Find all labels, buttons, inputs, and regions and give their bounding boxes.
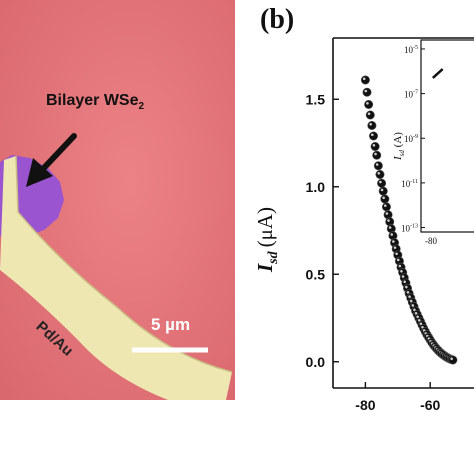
y-label-unit: (μA): [253, 207, 277, 247]
data-point-highlight: [367, 112, 371, 116]
data-point-highlight: [414, 312, 418, 315]
y-tick-label: 1.5: [306, 91, 326, 107]
data-point: [370, 142, 380, 152]
data-point-highlight: [409, 299, 413, 303]
transfer-curve-chart: Isd(μA) 0.00.51.01.5-80 -60 10-510-710-91…: [253, 37, 474, 413]
data-point-highlight: [369, 123, 372, 126]
scale-bar-label: 5 µm: [151, 315, 191, 334]
data-point-highlight: [374, 152, 377, 156]
inset-y-tick-label: 10-13: [401, 224, 418, 234]
data-point: [372, 150, 382, 160]
data-point-highlight: [390, 233, 394, 236]
inset-y-tick-label: 10-11: [401, 179, 418, 189]
data-point-highlight: [364, 89, 368, 93]
data-point-highlight: [366, 102, 369, 105]
y-axis-label: Isd (μA): [253, 207, 281, 273]
data-point-highlight: [383, 204, 387, 207]
inset-y-tick-label: 10-5: [404, 45, 418, 55]
optical-micrograph: [0, 0, 235, 400]
data-point-highlight: [401, 275, 405, 278]
y-tick-label: 1.0: [306, 179, 326, 195]
contact-edge-shadow: [15, 155, 233, 373]
data-point-highlight: [450, 357, 453, 361]
data-point: [369, 131, 379, 141]
data-point-highlight: [393, 246, 397, 249]
data-point: [373, 161, 383, 171]
data-point: [367, 121, 377, 131]
data-point-highlight: [395, 252, 398, 256]
y-tick-label: 0.5: [306, 266, 326, 282]
data-series: [360, 75, 458, 365]
inset-curve: [431, 68, 444, 79]
data-point: [360, 75, 370, 85]
y-label-main: I: [253, 263, 277, 273]
inset-frame: [420, 39, 474, 233]
y-label-sub: sd: [266, 250, 281, 264]
data-point-highlight: [388, 226, 392, 229]
data-point-highlight: [387, 219, 390, 222]
data-point: [364, 100, 374, 110]
inset-y-tick-label: 10-9: [404, 134, 418, 144]
data-point-highlight: [379, 180, 382, 184]
data-point: [381, 202, 391, 212]
data-point-highlight: [419, 322, 423, 326]
data-point-highlight: [362, 77, 366, 81]
x-tick-label: -80: [355, 397, 375, 413]
panel-label-b: (b): [260, 4, 295, 35]
x-tick-label: -60: [420, 397, 440, 413]
data-point-highlight: [413, 308, 416, 312]
data-point-highlight: [371, 133, 374, 137]
data-point: [380, 194, 390, 204]
sample-label: Bilayer WSe2: [46, 92, 145, 113]
data-point: [378, 186, 388, 196]
y-tick-label: 0.0: [306, 354, 326, 370]
inset-x-tick-label: -80: [425, 236, 437, 246]
data-point-highlight: [396, 258, 400, 262]
inset-plot: 10-5 10-7 10-9 10-11 10-13 Isd (A) -80: [392, 39, 474, 246]
data-point-highlight: [398, 264, 402, 268]
data-point-highlight: [406, 291, 410, 294]
data-point: [377, 178, 387, 188]
data-point-highlight: [416, 315, 419, 319]
data-point-highlight: [382, 196, 385, 200]
data-point-highlight: [411, 304, 415, 307]
data-point: [375, 170, 385, 180]
data-point-highlight: [375, 163, 379, 166]
inset-y-tick-label: 10-7: [404, 90, 418, 100]
data-point-highlight: [400, 270, 403, 273]
data-point-highlight: [408, 295, 411, 298]
data-point-highlight: [372, 144, 376, 147]
inset-y-label: Isd (A): [392, 132, 406, 161]
arrow-icon: [26, 133, 77, 187]
main-plot-axes: 0.0 0.5 1.0 1.5 -80 -60: [306, 37, 474, 413]
data-point-highlight: [405, 285, 408, 289]
data-point-highlight: [417, 319, 421, 322]
data-point: [448, 355, 458, 365]
data-point-highlight: [403, 280, 406, 284]
data-point: [362, 87, 372, 97]
data-point-highlight: [377, 172, 381, 175]
data-point-highlight: [380, 188, 384, 192]
data-point-highlight: [385, 212, 389, 215]
pd-au-contact: [0, 156, 232, 400]
svg-text:Isd(μA): Isd (μA): [253, 207, 281, 273]
data-point-highlight: [392, 240, 395, 243]
data-point: [365, 110, 375, 120]
